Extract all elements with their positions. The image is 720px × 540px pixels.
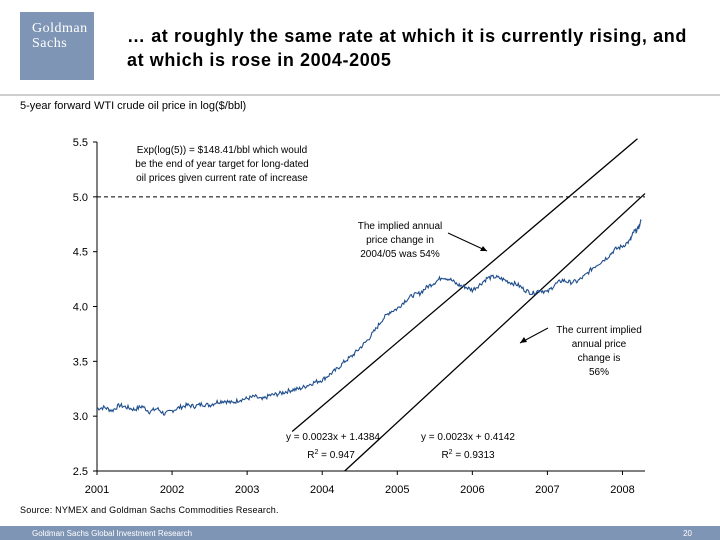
x-tick-label: 2006 xyxy=(460,484,484,496)
x-tick-label: 2005 xyxy=(385,484,409,496)
equation-1: y = 0.0023x + 1.4384 xyxy=(286,432,380,443)
x-tick-label: 2001 xyxy=(85,484,109,496)
header-divider xyxy=(0,94,720,96)
x-tick-label: 2003 xyxy=(235,484,259,496)
exp-note-line-2: be the end of year target for long-dated xyxy=(135,159,308,170)
oil-price-chart: 5.5 5.0 4.5 4.0 3.5 3.0 2.5 2001 2002 2003 2004 200… xyxy=(73,137,646,496)
y-tick-label: 4.0 xyxy=(73,302,88,314)
implied-2004-arrowhead xyxy=(480,246,487,251)
logo-line-2: Sachs xyxy=(32,36,68,51)
equation-2: y = 0.0023x + 0.4142 xyxy=(421,432,515,443)
x-tick-label: 2004 xyxy=(310,484,334,496)
x-tick-label: 2008 xyxy=(610,484,634,496)
y-tick-label: 5.0 xyxy=(73,192,88,204)
y-tick-label: 3.5 xyxy=(73,356,88,368)
current-implied-line-2: annual price xyxy=(572,339,627,350)
current-implied-arrowhead xyxy=(520,337,527,343)
trendline-2 xyxy=(344,193,646,472)
implied-2004-line-3: 2004/05 was 54% xyxy=(360,249,440,260)
y-tick-label: 5.5 xyxy=(73,137,88,149)
implied-2004-line-2: price change in xyxy=(366,235,434,246)
current-implied-line-4: 56% xyxy=(589,367,609,378)
footer-org: Goldman Sachs Global Investment Research xyxy=(32,529,193,538)
trendline-1 xyxy=(291,138,638,433)
y-tick-label: 2.5 xyxy=(73,466,88,478)
r-squared-1: R2 = 0.947 xyxy=(307,449,355,461)
chart-title: 5-year forward WTI crude oil price in lo… xyxy=(20,100,247,112)
footer-bar: Goldman Sachs Global Investment Research… xyxy=(0,526,720,540)
implied-2004-line-1: The implied annual xyxy=(358,221,443,232)
exp-note-line-1: Exp(log(5)) = $148.41/bbl which would xyxy=(137,145,307,156)
slide-title: … at roughly the same rate at which it i… xyxy=(127,26,687,70)
y-tick-label: 4.5 xyxy=(73,247,88,259)
goldman-sachs-logo: Goldman Sachs xyxy=(20,12,94,80)
chart-axes: 5.5 5.0 4.5 4.0 3.5 3.0 2.5 2001 2002 2003 2004 200… xyxy=(73,137,645,496)
x-tick-label: 2007 xyxy=(535,484,559,496)
exp-note-line-3: oil prices given current rate of increas… xyxy=(136,173,308,184)
current-implied-line-3: change is xyxy=(578,353,621,364)
y-tick-label: 3.0 xyxy=(73,411,88,423)
page-number: 20 xyxy=(683,529,692,538)
price-series xyxy=(96,218,642,416)
source-note: Source: NYMEX and Goldman Sachs Commodit… xyxy=(20,505,279,515)
current-implied-line-1: The current implied xyxy=(556,325,642,336)
r-squared-2: R2 = 0.9313 xyxy=(441,449,495,461)
price-series-line xyxy=(96,218,642,416)
logo-line-1: Goldman xyxy=(32,21,88,36)
trendlines xyxy=(291,138,646,472)
implied-2004-arrow xyxy=(447,232,488,252)
x-tick-label: 2002 xyxy=(160,484,184,496)
chart-annotations: Exp(log(5)) = $148.41/bbl which would be… xyxy=(135,145,642,461)
